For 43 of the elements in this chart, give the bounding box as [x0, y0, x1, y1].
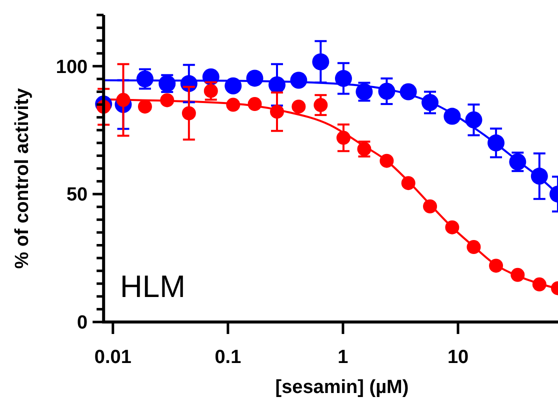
point [268, 76, 286, 94]
point [290, 72, 308, 89]
point [136, 70, 154, 88]
point [182, 106, 196, 120]
point [248, 97, 262, 112]
point [422, 94, 439, 111]
point [312, 53, 330, 70]
point [160, 93, 174, 108]
point [465, 111, 482, 128]
y-tick-label: 50 [66, 184, 88, 206]
point [445, 220, 460, 234]
point [532, 277, 546, 292]
x-tick-label: 1 [338, 347, 349, 368]
point [530, 168, 548, 185]
point [334, 70, 352, 87]
x-tick-label: 0.01 [94, 347, 132, 368]
point [378, 82, 396, 100]
point [116, 92, 130, 107]
point [204, 84, 218, 98]
y-axis-title: % of control activity [12, 88, 33, 269]
point [444, 108, 461, 125]
point [510, 268, 525, 282]
x-tick-label: 0.1 [214, 347, 242, 368]
annotation: HLM [120, 269, 186, 304]
point [488, 134, 505, 152]
point [314, 98, 328, 112]
x-axis-title: [sesamin] (µM) [275, 377, 409, 398]
point [466, 240, 481, 254]
point [246, 70, 264, 87]
point [400, 83, 417, 100]
point [489, 258, 504, 273]
y-tick-label: 100 [56, 56, 88, 78]
point [270, 104, 284, 119]
point [292, 100, 306, 114]
point [138, 100, 152, 114]
point [224, 77, 242, 94]
x-tick-label: 10 [447, 347, 469, 368]
point [401, 176, 416, 190]
point [226, 98, 240, 112]
point [423, 199, 438, 214]
point [336, 130, 350, 145]
y-tick-label: 0 [77, 312, 88, 334]
point [380, 154, 394, 168]
